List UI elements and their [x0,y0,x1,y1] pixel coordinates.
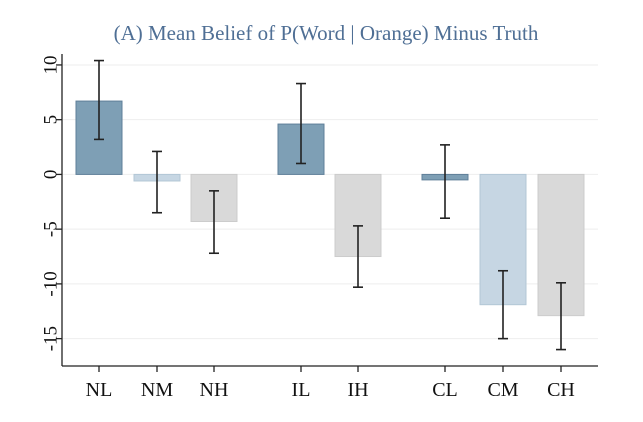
error-bar-NH [209,190,219,255]
error-bar-IH [353,225,363,288]
error-bar-CM [498,269,508,340]
y-tick-label-0: 0 [41,170,62,180]
x-tick-label-CL: CL [432,379,458,401]
chart-title: (A) Mean Belief of P(Word | Orange) Minu… [114,21,539,45]
error-bar-NM [152,150,162,214]
y-tick-label--5: -5 [41,221,62,237]
x-tick-label-IL: IL [292,379,311,401]
error-bar-IL [296,82,306,165]
error-bar-NL [94,59,104,141]
x-tick-label-CM: CM [487,379,518,401]
error-bar-CH [556,281,566,351]
x-tick-label-CH: CH [547,379,575,401]
axis-labels: 10 5 0 -5 -10 -15 NL NM NH IL IH CL CM CH [41,55,575,401]
y-tick-label--15: -15 [41,326,62,351]
y-tick-label--10: -10 [41,271,62,296]
y-tick-label-5: 5 [41,115,62,125]
x-tick-label-IH: IH [347,379,368,401]
error-bars [94,59,566,351]
x-tick-label-NM: NM [141,379,173,401]
error-bar-CL [440,144,450,220]
y-tick-label-10: 10 [41,55,62,74]
x-tick-label-NL: NL [86,379,113,401]
x-tick-label-NH: NH [200,379,229,401]
axes [56,54,598,372]
